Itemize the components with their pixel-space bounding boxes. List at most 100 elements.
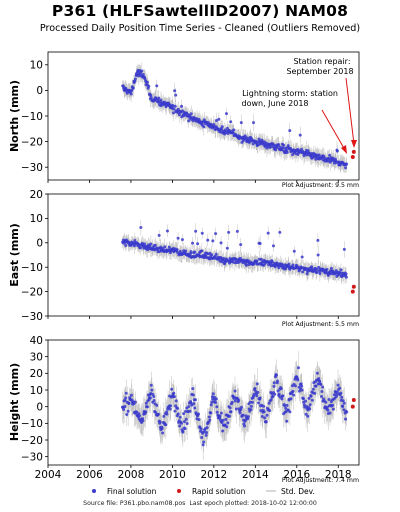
north-final-point xyxy=(232,128,236,132)
height-final-point xyxy=(208,418,212,422)
north-final-point xyxy=(257,137,261,141)
height-final-point xyxy=(149,383,153,387)
height-final-point xyxy=(172,395,176,399)
east-final-point xyxy=(292,249,296,253)
height-final-point xyxy=(219,411,223,415)
height-final-point xyxy=(182,420,186,424)
height-final-point xyxy=(202,440,206,444)
north-final-point xyxy=(220,125,224,129)
east-final-point xyxy=(132,244,136,248)
height-rapid-point xyxy=(350,404,355,409)
height-final-point xyxy=(184,417,188,421)
height-final-point xyxy=(178,424,182,428)
north-final-point xyxy=(288,129,292,133)
chart-title: P361 (HLFSawtellID2007) NAM08 xyxy=(51,2,349,20)
height-final-point xyxy=(123,405,127,409)
east-stddev-lines xyxy=(122,219,347,285)
height-final-point xyxy=(133,400,137,404)
height-final-point xyxy=(148,396,152,400)
north-final-point xyxy=(224,112,228,116)
legend-final-label: Final solution xyxy=(107,487,157,496)
last-epoch-label: Last epoch plotted: xyxy=(189,500,250,507)
east-plot-frame xyxy=(47,193,360,317)
last-epoch-value: 2018-10-02 12:00:00 xyxy=(251,500,317,507)
height-final-point xyxy=(193,398,197,402)
east-final-point xyxy=(176,236,180,240)
height-final-point xyxy=(162,414,166,418)
height-final-point xyxy=(271,394,275,398)
east-final-point xyxy=(277,266,281,270)
height-final-point xyxy=(272,381,276,385)
height-final-point xyxy=(207,415,211,419)
height-final-point xyxy=(123,398,127,402)
north-axes: −30 −20 −10 0 10 xyxy=(21,51,360,183)
height-final-point xyxy=(127,402,131,406)
height-final-point xyxy=(243,418,247,422)
east-final-point xyxy=(225,246,229,250)
north-final-point xyxy=(215,119,219,123)
east-final-point xyxy=(175,248,179,252)
height-final-point xyxy=(155,403,159,407)
east-ytick-label: −10 xyxy=(21,262,43,274)
height-ytick-label: 0 xyxy=(36,401,43,413)
height-final-point xyxy=(267,401,271,405)
east-ylabel: East (mm) xyxy=(8,223,21,287)
north-final-point xyxy=(306,149,310,153)
height-final-point xyxy=(296,378,300,382)
height-final-point xyxy=(309,394,313,398)
north-final-point xyxy=(344,166,348,170)
north-final-points xyxy=(121,68,348,170)
north-final-point xyxy=(172,107,176,111)
north-final-point xyxy=(180,104,184,108)
north-final-point xyxy=(189,112,193,116)
height-final-point xyxy=(258,396,262,400)
north-final-point xyxy=(129,92,133,96)
height-final-point xyxy=(144,410,148,414)
height-ytick-label: 20 xyxy=(30,368,43,380)
height-final-point xyxy=(164,423,168,427)
north-final-point xyxy=(335,149,339,153)
height-final-point xyxy=(257,401,261,405)
north-final-point xyxy=(251,142,255,146)
north-final-point xyxy=(317,153,321,157)
east-final-point xyxy=(184,249,188,253)
height-final-point xyxy=(176,412,180,416)
height-final-point xyxy=(326,408,330,412)
east-final-point xyxy=(143,242,147,246)
east-final-point xyxy=(270,260,274,264)
height-final-point xyxy=(201,443,205,447)
east-final-point xyxy=(193,250,197,254)
north-final-point xyxy=(300,147,304,151)
height-final-point xyxy=(338,386,342,390)
east-final-point xyxy=(259,257,263,261)
east-final-point xyxy=(315,271,319,275)
north-final-point xyxy=(274,148,278,152)
height-final-point xyxy=(187,405,191,409)
east-final-point xyxy=(157,233,161,237)
north-ytick-label: −20 xyxy=(21,136,43,148)
east-final-point xyxy=(326,273,330,277)
east-final-point xyxy=(167,245,171,249)
legend-final-marker xyxy=(92,489,96,493)
height-xtick-label: 2012 xyxy=(200,469,227,481)
east-final-point xyxy=(133,239,137,243)
east-final-point xyxy=(338,271,342,275)
height-final-point xyxy=(335,390,339,394)
height-final-point xyxy=(243,424,247,428)
height-final-point xyxy=(310,398,314,402)
north-final-point xyxy=(328,153,332,157)
east-final-point xyxy=(223,262,227,266)
height-ytick-label: 40 xyxy=(30,335,43,347)
east-ytick-label: −30 xyxy=(21,311,43,323)
east-ytick-label: −20 xyxy=(21,286,43,298)
height-final-point xyxy=(331,403,335,407)
east-final-point xyxy=(138,246,142,250)
height-final-point xyxy=(229,410,233,414)
east-final-point xyxy=(200,231,204,235)
north-final-point xyxy=(225,126,229,130)
height-final-point xyxy=(204,433,208,437)
height-final-point xyxy=(176,406,180,410)
height-final-point xyxy=(265,413,269,417)
height-final-point xyxy=(269,398,273,402)
height-final-point xyxy=(302,403,306,407)
